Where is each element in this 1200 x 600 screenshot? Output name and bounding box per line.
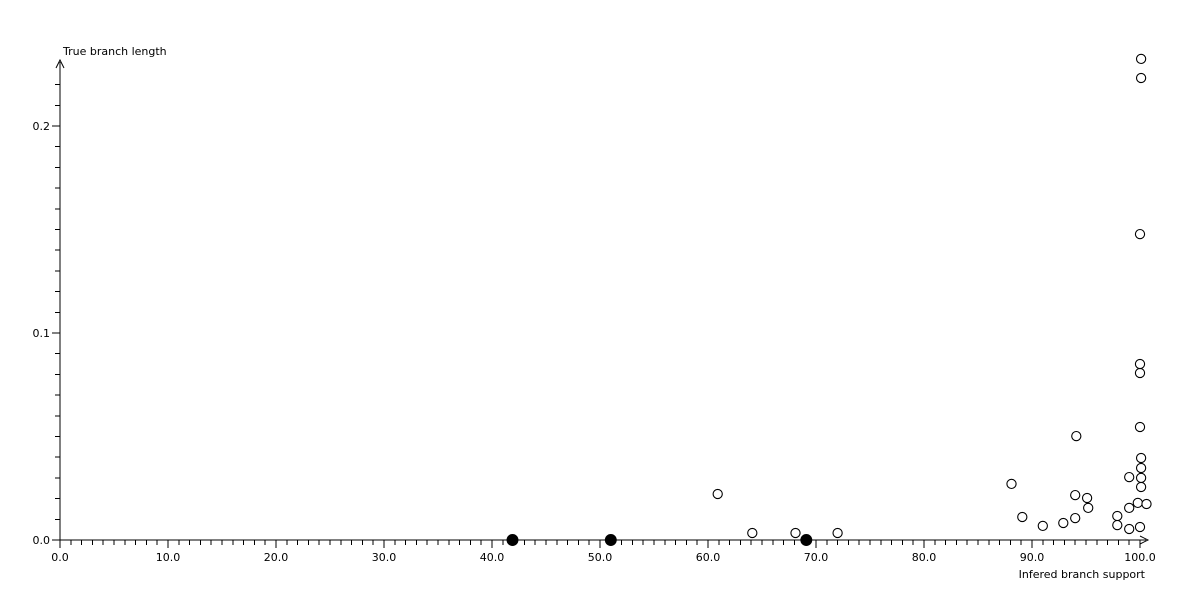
data-point-open bbox=[1135, 452, 1147, 464]
data-point-open bbox=[1134, 358, 1146, 370]
data-point-open bbox=[1083, 502, 1094, 514]
data-point-open bbox=[712, 488, 723, 500]
x-tick-label: 10.0 bbox=[156, 551, 181, 564]
data-point-open bbox=[1070, 489, 1081, 501]
data-point-open bbox=[1132, 497, 1143, 509]
data-point-open bbox=[1124, 471, 1135, 483]
data-point-open bbox=[1134, 521, 1146, 533]
data-point-open bbox=[1135, 72, 1147, 84]
x-tick-label: 80.0 bbox=[912, 551, 937, 564]
data-point-open bbox=[1070, 512, 1081, 524]
x-axis-arrowhead bbox=[1139, 535, 1150, 545]
x-tick-label: 60.0 bbox=[696, 551, 721, 564]
data-point-open bbox=[1135, 53, 1147, 65]
data-point-open bbox=[1135, 481, 1147, 493]
y-tick-label: 0.2 bbox=[33, 120, 51, 133]
data-point-filled bbox=[506, 534, 519, 546]
x-tick-label: 100.0 bbox=[1124, 551, 1156, 564]
data-point-filled bbox=[800, 534, 813, 546]
y-tick-label: 0.1 bbox=[33, 327, 51, 340]
data-point-open bbox=[1112, 510, 1123, 522]
data-point-open bbox=[1124, 523, 1135, 535]
data-points-group bbox=[506, 53, 1152, 546]
data-point-open bbox=[832, 527, 843, 539]
x-tick-label: 0.0 bbox=[51, 551, 69, 564]
x-tick-label: 20.0 bbox=[264, 551, 289, 564]
x-tick-label: 30.0 bbox=[372, 551, 397, 564]
x-tick-label: 70.0 bbox=[804, 551, 829, 564]
data-point-open bbox=[1006, 478, 1017, 490]
data-point-open bbox=[747, 527, 758, 539]
data-point-open bbox=[1071, 430, 1082, 442]
data-point-open bbox=[1134, 367, 1146, 379]
data-point-open bbox=[1017, 511, 1028, 523]
data-point-open bbox=[1037, 520, 1048, 532]
data-point-open bbox=[1134, 228, 1146, 240]
data-point-open bbox=[1058, 517, 1069, 529]
data-point-open bbox=[1134, 421, 1146, 433]
data-point-open bbox=[1081, 492, 1093, 504]
axes-group: 0.0 10.0 20.0 30.0 40.0 50.0 60.0 70.0 80.0 90.0 1… bbox=[33, 58, 1156, 564]
x-tick-label: 90.0 bbox=[1020, 551, 1045, 564]
data-point-open bbox=[1141, 498, 1152, 510]
data-point-open bbox=[1135, 472, 1147, 484]
data-point-open bbox=[790, 527, 801, 539]
data-point-open bbox=[1112, 519, 1123, 531]
data-point-open bbox=[1135, 462, 1147, 474]
x-tick-label: 50.0 bbox=[588, 551, 613, 564]
data-point-open bbox=[1124, 502, 1135, 514]
data-point-filled bbox=[604, 534, 617, 546]
x-tick-label: 40.0 bbox=[480, 551, 505, 564]
y-axis-arrowhead bbox=[55, 58, 65, 69]
y-axis-title: True branch length bbox=[62, 45, 167, 58]
y-tick-label: 0.0 bbox=[33, 534, 51, 547]
x-axis-title: Infered branch support bbox=[1019, 568, 1146, 581]
